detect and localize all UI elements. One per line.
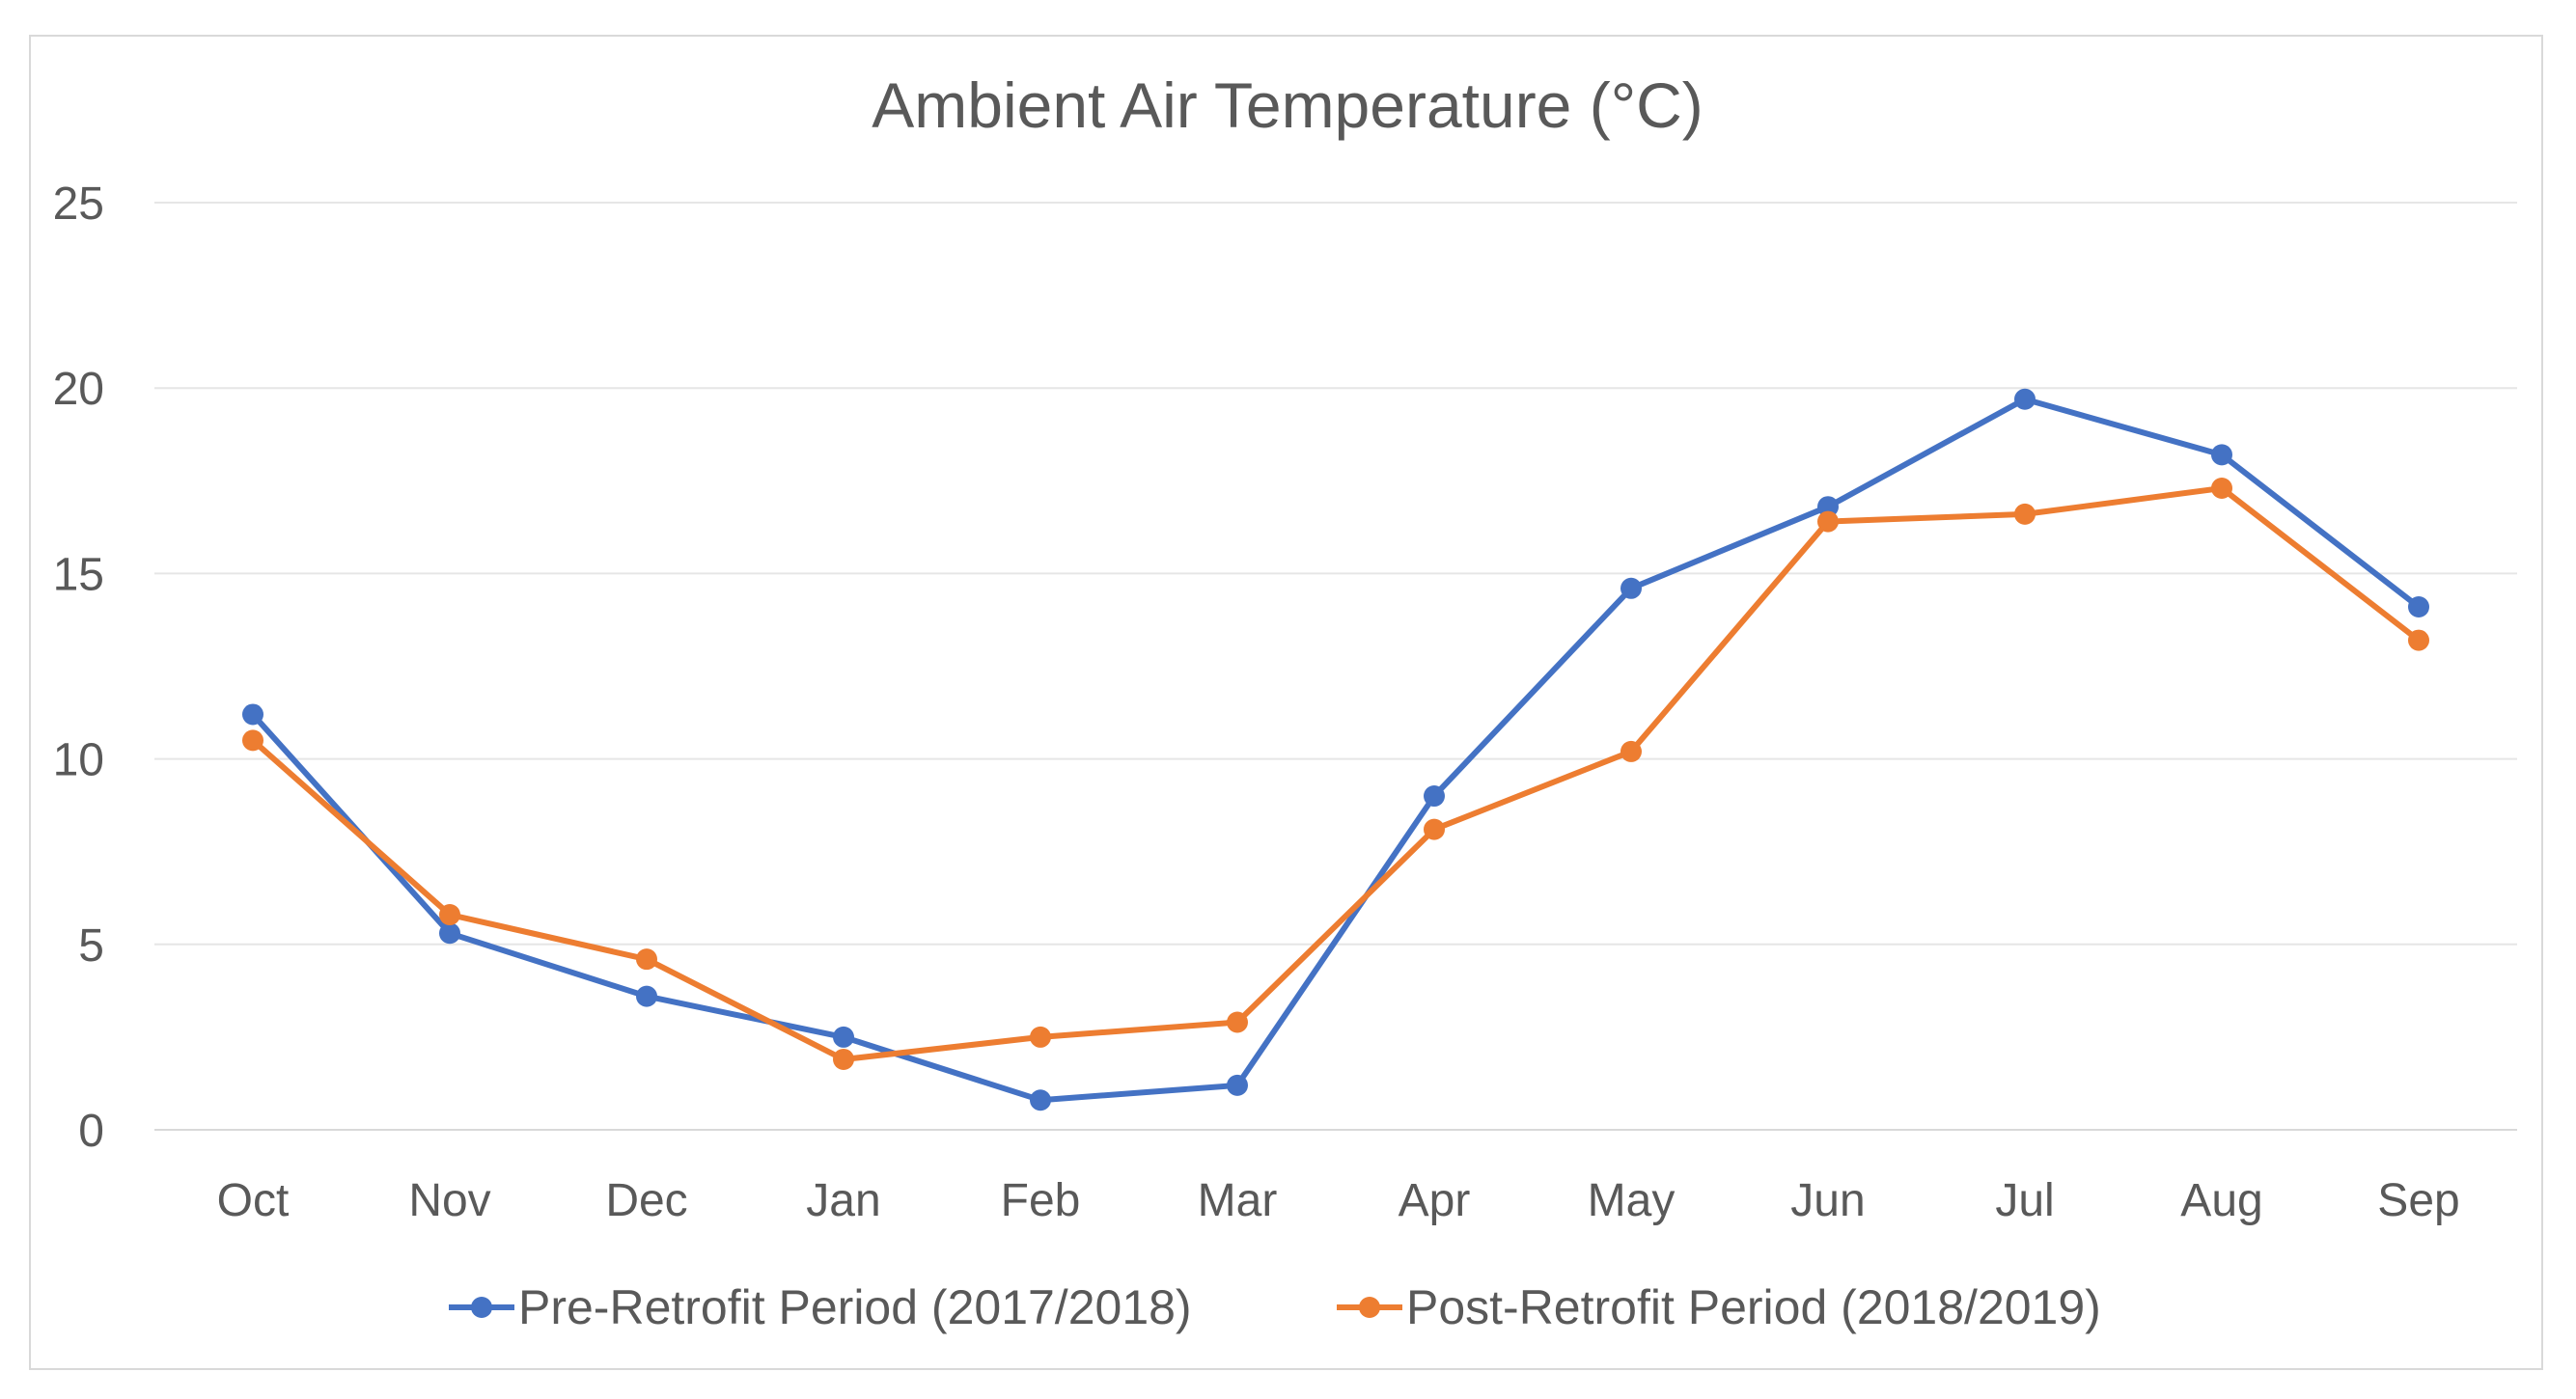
- data-point: [1030, 1026, 1051, 1048]
- x-tick-label: Jun: [1790, 1175, 1865, 1226]
- data-point: [242, 703, 263, 726]
- x-tick-label: Feb: [1001, 1175, 1081, 1226]
- legend-label: Post-Retrofit Period (2018/2019): [1406, 1280, 2101, 1334]
- y-tick-label: 5: [78, 920, 104, 972]
- x-tick-label: May: [1588, 1175, 1676, 1226]
- chart-title: Ambient Air Temperature (°C): [872, 69, 1703, 141]
- x-tick-label: Oct: [217, 1175, 290, 1226]
- series-line: [250, 396, 2422, 1104]
- x-tick-label: Sep: [2377, 1175, 2459, 1226]
- y-tick-label: 10: [53, 735, 104, 786]
- y-tick-label: 0: [78, 1106, 104, 1157]
- data-point: [1424, 818, 1445, 840]
- data-point: [2211, 477, 2232, 499]
- legend-marker: [471, 1297, 492, 1318]
- data-point: [1227, 1011, 1248, 1033]
- legend-item: Post-Retrofit Period (2018/2019): [1337, 1280, 2101, 1334]
- data-point: [1817, 496, 1839, 518]
- data-point: [636, 948, 657, 971]
- x-tick-label: Mar: [1198, 1175, 1278, 1226]
- data-point: [1227, 1074, 1248, 1096]
- data-point: [1620, 577, 1642, 599]
- data-point: [2408, 629, 2429, 651]
- data-point: [1817, 510, 1839, 533]
- data-point: [2211, 444, 2232, 466]
- legend-item: Pre-Retrofit Period (2017/2018): [449, 1280, 1192, 1334]
- x-tick-label: Nov: [408, 1175, 490, 1226]
- data-point: [636, 985, 657, 1007]
- data-point: [439, 922, 460, 945]
- data-point: [439, 904, 460, 926]
- data-point: [833, 1048, 854, 1070]
- data-point: [242, 729, 263, 752]
- x-tick-label: Dec: [605, 1175, 687, 1226]
- x-tick-label: Apr: [1399, 1175, 1471, 1226]
- x-tick-label: Jul: [1995, 1175, 2054, 1226]
- x-tick-label: Aug: [2180, 1175, 2262, 1226]
- gridlines: [154, 202, 2517, 1131]
- series-2: [242, 477, 2429, 1070]
- data-point: [2408, 595, 2429, 617]
- x-tick-label: Jan: [806, 1175, 880, 1226]
- series-line: [250, 485, 2422, 1062]
- data-point: [1424, 785, 1445, 808]
- legend: Pre-Retrofit Period (2017/2018) Post-Retr…: [449, 1280, 2101, 1334]
- legend-marker: [1359, 1297, 1380, 1318]
- x-axis-ticks: Oct Nov Dec Jan Feb Mar Apr May Jun Jul Aug Sep: [217, 1175, 2460, 1226]
- series-1: [242, 388, 2429, 1111]
- y-tick-label: 25: [53, 178, 104, 230]
- data-point: [1620, 740, 1642, 762]
- series-layer: [242, 388, 2429, 1111]
- y-axis-ticks: 0 5 10 15 20 25: [53, 178, 104, 1157]
- y-tick-label: 20: [53, 364, 104, 415]
- data-point: [2014, 388, 2036, 410]
- legend-label: Pre-Retrofit Period (2017/2018): [518, 1280, 1192, 1334]
- y-tick-label: 15: [53, 549, 104, 600]
- data-point: [833, 1026, 854, 1048]
- data-point: [2014, 503, 2036, 525]
- chart-frame: [29, 35, 2543, 1370]
- data-point: [1030, 1089, 1051, 1111]
